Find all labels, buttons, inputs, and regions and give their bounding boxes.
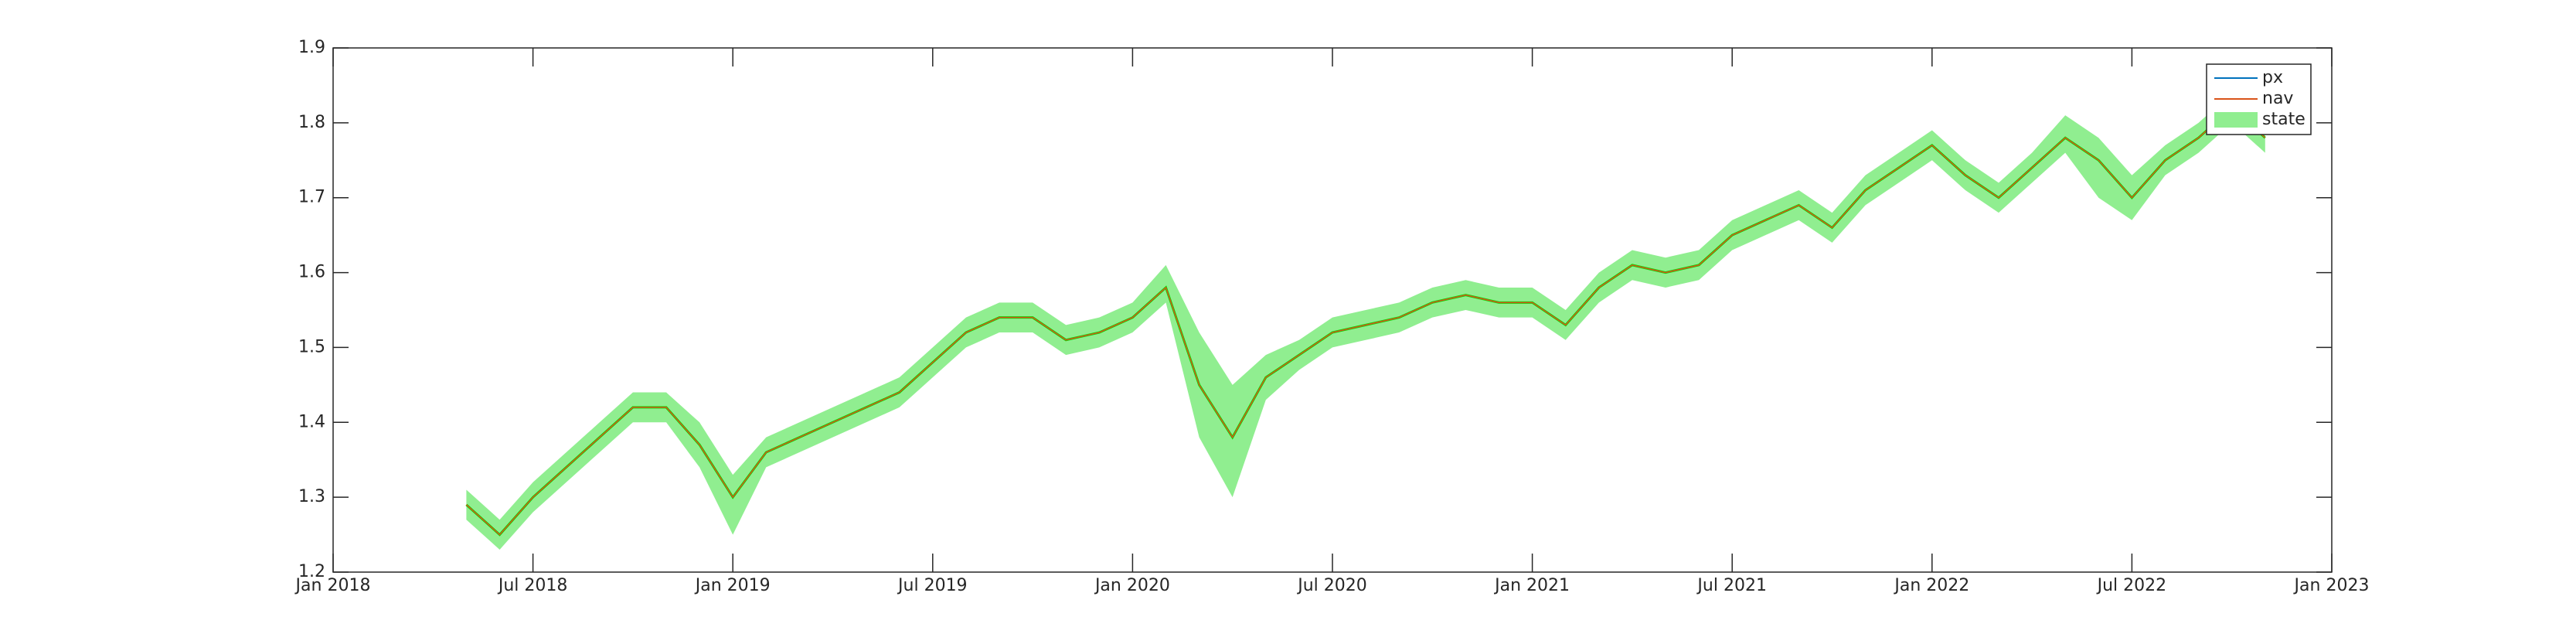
series-line <box>465 107 2266 536</box>
x-tick-label: Jan 2021 <box>1493 576 1570 595</box>
y-tick-label: 1.2 <box>298 562 325 581</box>
x-tick-label: Jul 2019 <box>897 576 968 595</box>
legend-label: nav <box>2262 89 2293 108</box>
x-tick-label: Jan 2020 <box>1094 576 1170 595</box>
x-tick-label: Jul 2022 <box>2096 576 2167 595</box>
y-tick-label: 1.6 <box>298 263 325 282</box>
y-tick-label: 1.7 <box>298 188 325 207</box>
x-tick-label: Jan 2023 <box>2293 576 2370 595</box>
legend-label: state <box>2262 110 2305 129</box>
plot-area <box>333 48 2332 572</box>
x-tick-label: Jul 2018 <box>497 576 568 595</box>
x-tick-label: Jan 2022 <box>1893 576 1969 595</box>
state-band <box>466 93 2265 550</box>
x-tick-label: Jan 2018 <box>294 576 371 595</box>
x-tick-label: Jul 2021 <box>1696 576 1767 595</box>
x-tick-label: Jul 2020 <box>1296 576 1367 595</box>
y-tick-label: 1.8 <box>298 113 325 132</box>
legend-swatch <box>2214 112 2258 128</box>
y-tick-label: 1.9 <box>298 38 325 57</box>
x-tick-label: Jan 2019 <box>694 576 771 595</box>
y-tick-label: 1.3 <box>298 487 325 506</box>
y-tick-label: 1.4 <box>298 412 325 431</box>
legend-label: px <box>2262 68 2283 87</box>
y-tick-label: 1.5 <box>298 337 325 356</box>
